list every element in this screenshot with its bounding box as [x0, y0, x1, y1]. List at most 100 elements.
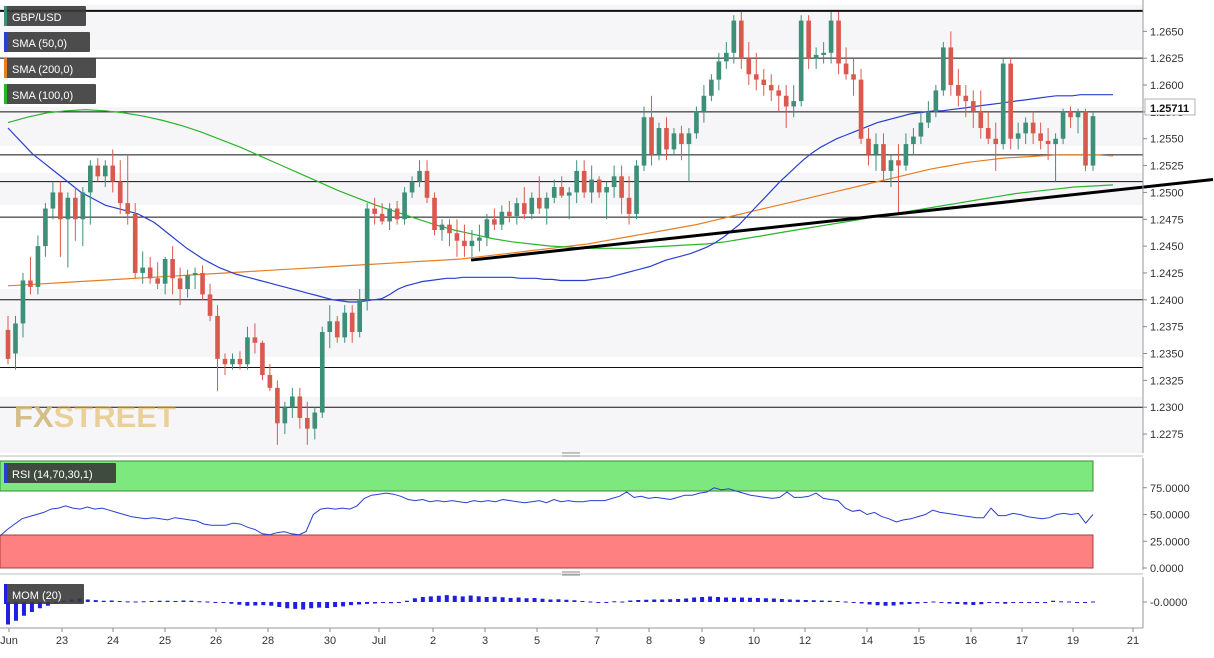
mom-bar	[843, 601, 848, 603]
mom-bar	[795, 599, 800, 602]
candle-body	[117, 181, 123, 204]
x-tick-label: Jun	[0, 635, 18, 647]
candle	[245, 326, 250, 370]
candle-body	[80, 192, 86, 220]
candle-body	[102, 165, 108, 177]
candle	[125, 154, 131, 225]
mom-bar	[516, 597, 521, 602]
candle-body	[604, 187, 609, 193]
legend-item-bg	[4, 58, 96, 78]
candle-body	[1000, 63, 1006, 145]
mom-bar	[891, 602, 896, 606]
candle	[1068, 106, 1073, 128]
candle-body	[948, 47, 954, 86]
legend-item[interactable]: GBP/USD	[4, 6, 86, 26]
candle-body	[574, 170, 580, 193]
mom-bar	[1035, 602, 1040, 603]
candle	[783, 85, 789, 128]
mom-bar	[652, 599, 657, 602]
candle-body	[858, 79, 864, 139]
mom-bar	[987, 602, 992, 603]
candle	[626, 176, 632, 225]
candle	[581, 160, 587, 198]
candle-body	[462, 240, 467, 247]
candle	[409, 176, 415, 198]
legend-item-bg	[4, 6, 86, 26]
candle	[709, 74, 714, 102]
candle	[95, 158, 101, 182]
candle	[1000, 58, 1006, 150]
candle-body	[716, 61, 722, 80]
mom-bar	[955, 602, 960, 604]
x-tick-label: 24	[107, 635, 119, 647]
candle-body	[20, 280, 26, 324]
candle	[20, 272, 26, 338]
candle-body	[656, 127, 662, 155]
price-tick-label: 1.2600	[1150, 80, 1184, 92]
mom-bar	[827, 600, 832, 602]
price-tick-label: 1.2650	[1150, 26, 1184, 38]
candle-body	[694, 111, 699, 134]
candle-body	[626, 197, 632, 214]
mom-bar	[660, 599, 665, 602]
candle	[304, 401, 310, 445]
mom-bar	[1011, 602, 1016, 603]
legend-item[interactable]: SMA (100,0)	[4, 84, 96, 104]
candle	[970, 90, 976, 128]
rsi-legend[interactable]: RSI (14,70,30,1)	[4, 463, 116, 483]
mom-bar	[117, 601, 122, 602]
candles	[5, 12, 1096, 445]
mom-legend[interactable]: MOM (20)	[4, 584, 84, 604]
candle-body	[439, 224, 445, 230]
legend-item[interactable]: SMA (50,0)	[4, 32, 90, 52]
candle-body	[304, 417, 310, 429]
candle	[641, 106, 647, 171]
resize-handle-1[interactable]	[562, 452, 580, 457]
price-panel-stripe-3	[0, 173, 1143, 205]
candle	[507, 201, 512, 223]
candle	[1075, 108, 1081, 134]
legend-item[interactable]: SMA (200,0)	[4, 58, 96, 78]
mom-bar	[492, 596, 497, 602]
mom-bar	[755, 598, 760, 602]
resize-handle-2[interactable]	[562, 571, 580, 576]
candle-body	[955, 85, 961, 96]
rsi-legend-label: RSI (14,70,30,1)	[12, 469, 93, 481]
mom-bar	[189, 600, 194, 602]
mom-bar	[763, 598, 768, 602]
candle	[521, 187, 527, 220]
candle	[806, 15, 811, 69]
candle-body	[581, 170, 587, 193]
mom-bar	[37, 602, 42, 609]
candle	[896, 144, 901, 214]
candle-body	[492, 219, 497, 225]
candle-body	[35, 246, 41, 287]
x-tick-label: 30	[324, 635, 336, 647]
candle-body	[978, 111, 984, 128]
candle-body	[432, 197, 437, 230]
candle	[65, 192, 71, 268]
candle	[724, 42, 729, 69]
candle-body	[372, 208, 377, 214]
candle	[230, 353, 235, 370]
mom-bar	[564, 599, 569, 602]
candle	[28, 256, 33, 295]
candle	[746, 42, 752, 86]
candle-body	[364, 208, 370, 300]
candle	[177, 267, 183, 306]
mom-bar	[692, 597, 697, 602]
candle	[13, 315, 18, 370]
price-axis-ticks: 1.26501.26251.26001.25751.25501.25251.25…	[1143, 26, 1184, 441]
price-panel-stripe-5	[0, 397, 1143, 453]
candle-body	[686, 133, 692, 145]
candle	[858, 68, 864, 145]
legend-item-bg	[4, 84, 96, 104]
mom-bar	[867, 602, 872, 605]
candle-body	[903, 144, 909, 166]
mom-bar	[612, 601, 617, 603]
x-tick-label: 26	[210, 635, 222, 647]
mom-bar	[779, 599, 784, 602]
candle	[162, 256, 168, 295]
candle-body	[43, 208, 48, 247]
candle-body	[402, 192, 407, 220]
